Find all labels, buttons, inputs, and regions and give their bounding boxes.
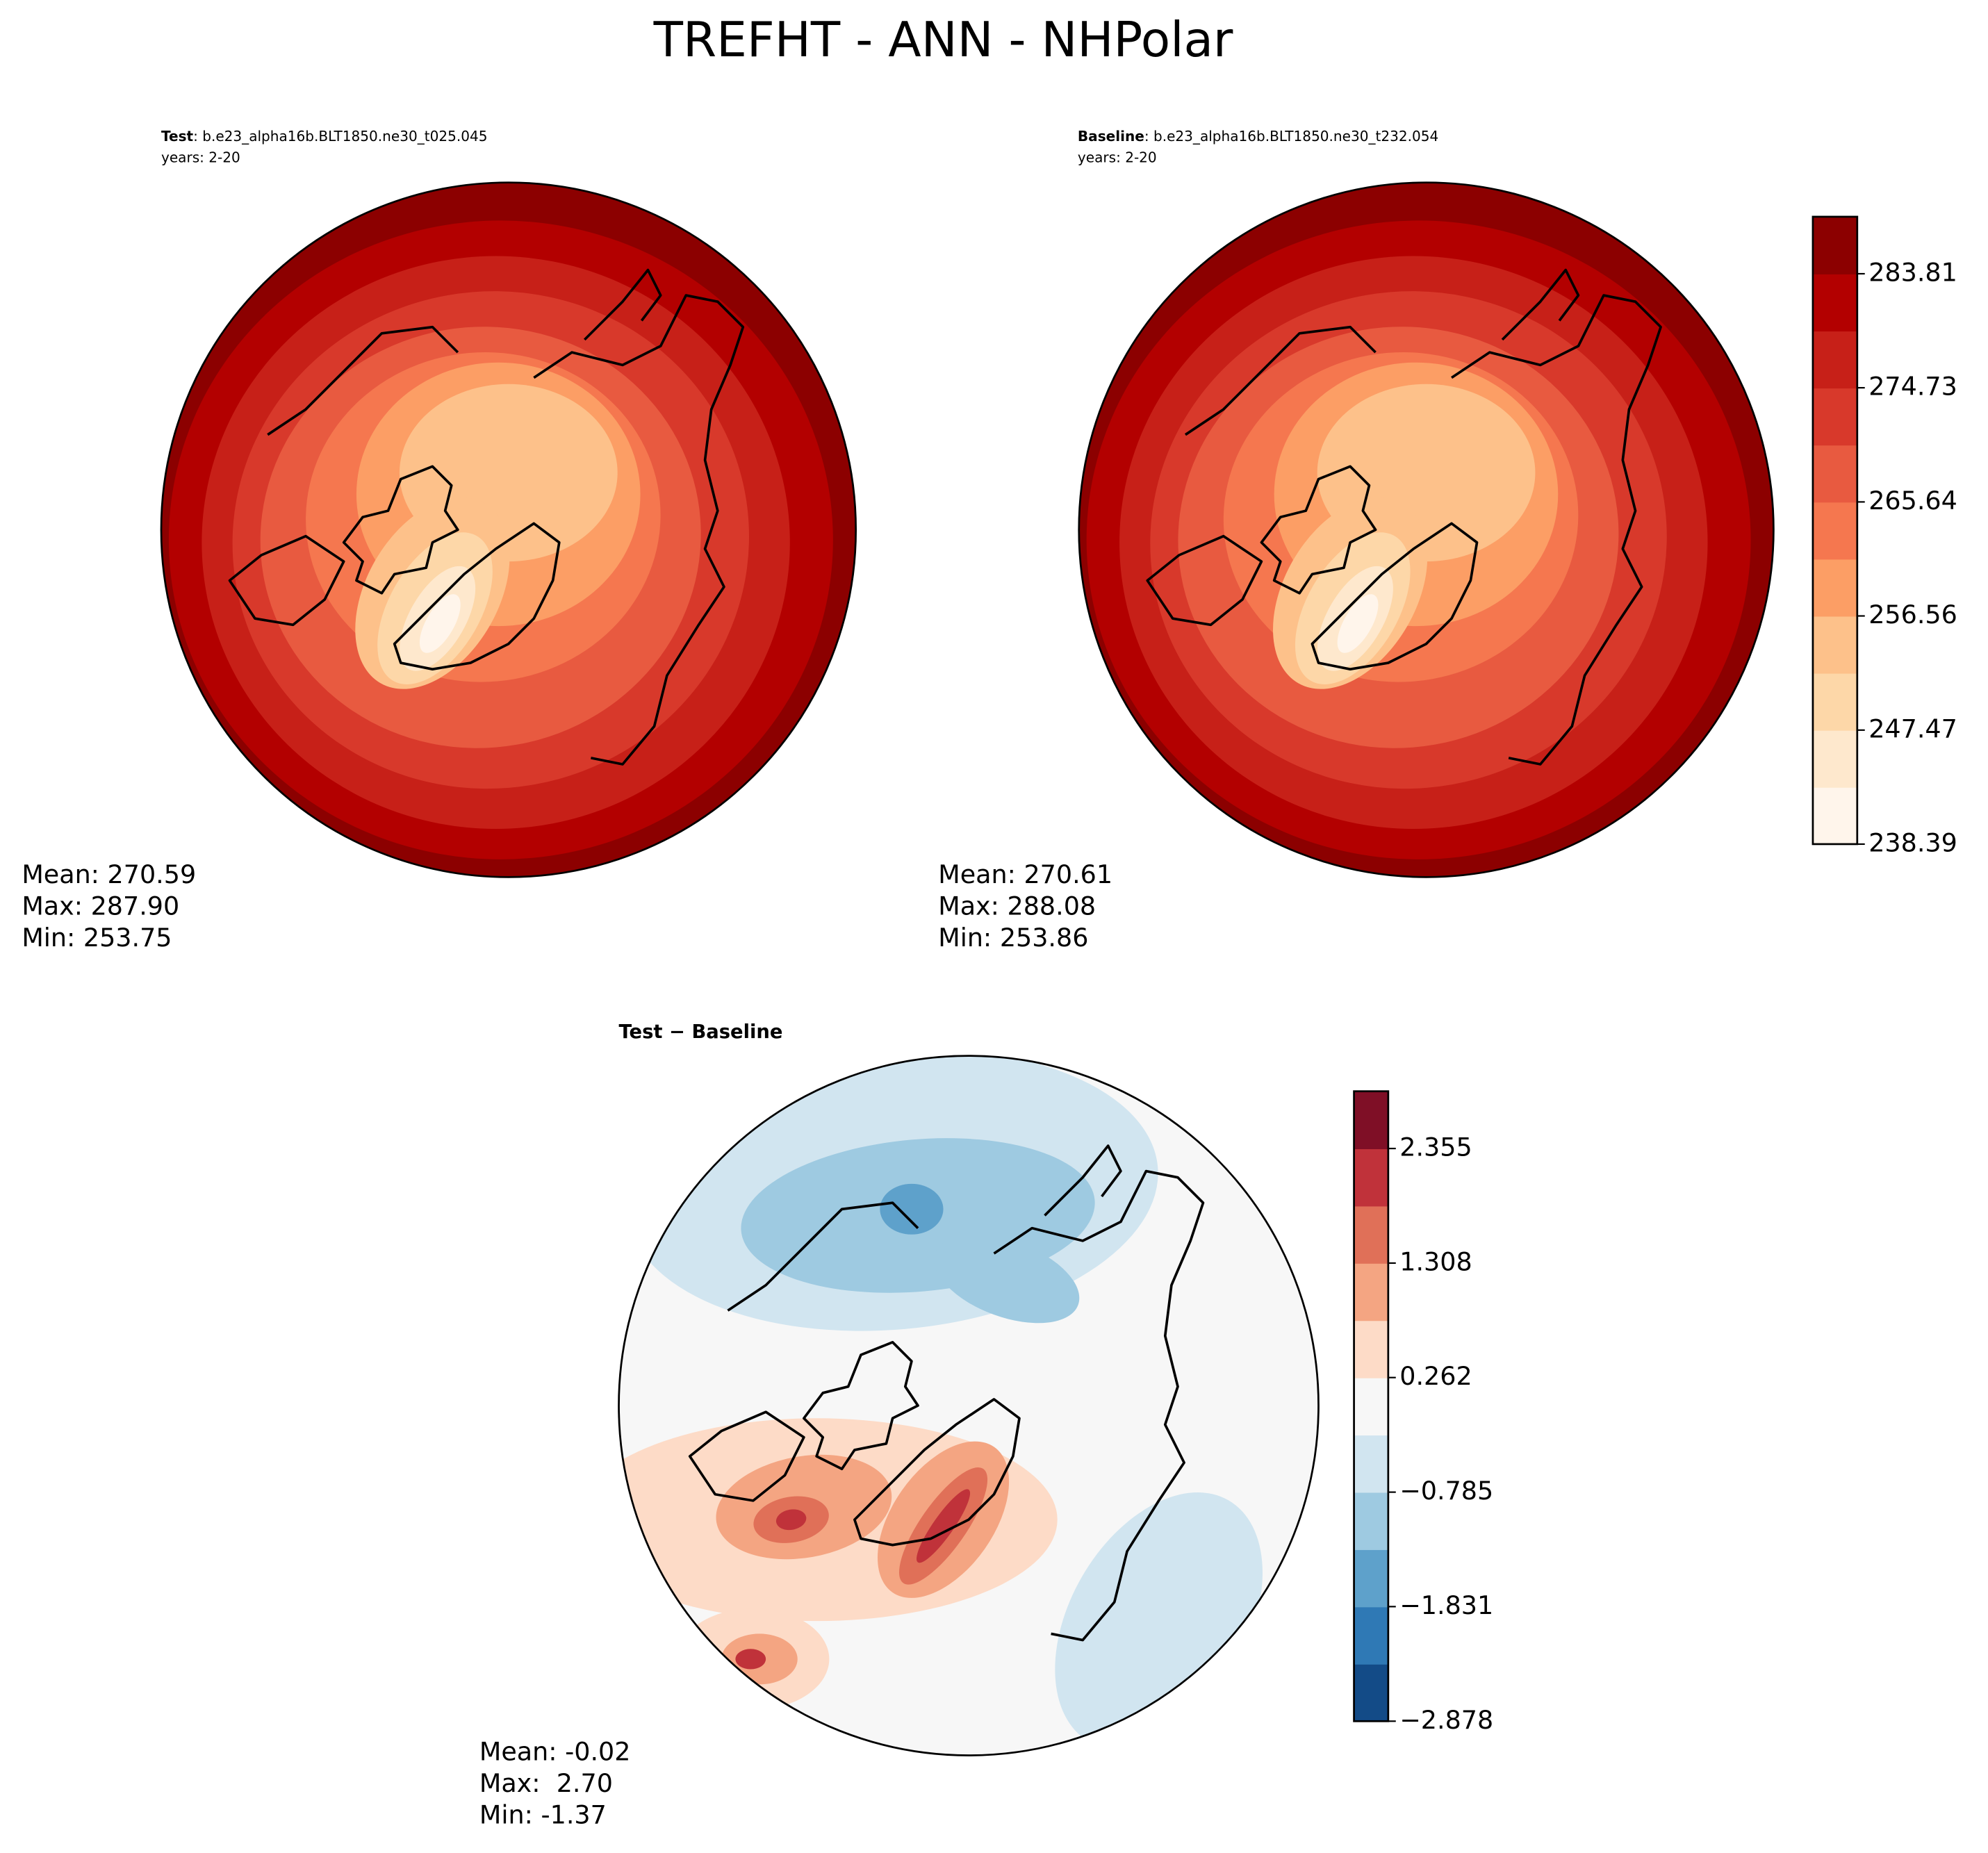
panel-stat: Mean: 270.59 [22, 859, 196, 889]
figure-title: TREFHT - ANN - NHPolar [653, 13, 1233, 68]
colorbar-band [1354, 1205, 1388, 1264]
colorbar-tick-label: 256.56 [1868, 600, 1957, 629]
colorbar-tick-label: 247.47 [1868, 714, 1957, 743]
colorbar-band [1812, 274, 1857, 332]
panel-header: Baseline: b.e23_alpha16b.BLT1850.ne30_t2… [1078, 128, 1438, 145]
contour-fill [934, 1235, 1080, 1324]
colorbar-band [1354, 1091, 1388, 1149]
coastline [1311, 522, 1479, 671]
panel-stat: Mean: -0.02 [479, 1736, 631, 1766]
colorbar-band [1354, 1549, 1388, 1608]
panel-years: years: 2-20 [1078, 149, 1157, 166]
map [161, 182, 856, 878]
coastline [1184, 325, 1377, 436]
colorbar-band [1354, 1320, 1388, 1378]
coastline [393, 522, 561, 671]
coastline [228, 534, 345, 627]
contour-fill [735, 1649, 766, 1670]
colorbar-tick-label: −0.785 [1399, 1476, 1493, 1506]
coastline [853, 1398, 1021, 1547]
map-border [618, 1055, 1320, 1756]
panel-stat: Max: 288.08 [938, 891, 1096, 921]
colorbar-band [1812, 616, 1857, 674]
panel-stat: Min: 253.86 [938, 923, 1088, 953]
coastline [1260, 465, 1377, 595]
map [1078, 182, 1774, 878]
colorbar-tick-label: 1.308 [1399, 1246, 1472, 1276]
coastline [583, 268, 662, 341]
panel-label: Test [161, 128, 194, 145]
panel-stat: Max: 2.70 [479, 1768, 613, 1798]
coastline [688, 1410, 805, 1502]
colorbar-band [1354, 1435, 1388, 1493]
panel-stat: Min: 253.75 [22, 923, 172, 953]
coastline [993, 1169, 1205, 1642]
map [618, 1055, 1319, 1756]
panel-stat: Min: -1.37 [479, 1800, 607, 1830]
coastline [533, 294, 745, 766]
coastline [727, 1201, 919, 1312]
colorbar-frame [1353, 1090, 1390, 1722]
colorbar-tick-label: −1.831 [1399, 1590, 1493, 1620]
map-border [160, 181, 857, 878]
colorbar-band [1354, 1663, 1388, 1722]
panel-case: : b.e23_alpha16b.BLT1850.ne30_t232.054 [1144, 128, 1438, 145]
coastline [1146, 534, 1263, 627]
map-border [1078, 181, 1775, 878]
coastline [1451, 294, 1662, 766]
colorbar-tick-label: 0.262 [1399, 1361, 1472, 1391]
colorbar-band [1812, 502, 1857, 560]
contour-fill [917, 1489, 971, 1563]
colorbar-band [1354, 1377, 1388, 1436]
coastline [803, 1341, 919, 1471]
colorbar-tick-label: 265.64 [1868, 486, 1957, 516]
contour-fill [880, 1183, 944, 1235]
colorbar-band [1812, 673, 1857, 731]
coastline [1044, 1144, 1122, 1217]
contour-fill [419, 594, 461, 653]
colorbar-band [1812, 787, 1857, 845]
colorbar-band [1354, 1148, 1388, 1207]
panel-years: years: 2-20 [161, 149, 240, 166]
colorbar-tick-label: 283.81 [1868, 257, 1957, 287]
colorbar-tick-label: 274.73 [1868, 372, 1957, 402]
colorbar-band [1812, 331, 1857, 389]
panel-header: Test: b.e23_alpha16b.BLT1850.ne30_t025.0… [161, 128, 488, 145]
contour-fill [1337, 594, 1379, 653]
colorbar-tick-label: 238.39 [1868, 827, 1957, 857]
coastline [267, 325, 459, 436]
panel-stat: Max: 287.90 [22, 891, 179, 921]
colorbar-tick-label: −2.878 [1399, 1705, 1493, 1735]
colorbar-band [1354, 1606, 1388, 1665]
colorbar-band [1812, 445, 1857, 503]
colorbar-band [1812, 388, 1857, 446]
colorbar-band [1812, 216, 1857, 274]
colorbar-tick-label: 2.355 [1399, 1133, 1472, 1162]
colorbar-band [1354, 1492, 1388, 1550]
coastline [342, 465, 459, 595]
contour-fill [775, 1509, 807, 1531]
panel-header: Test − Baseline [619, 1021, 783, 1043]
coastline [1501, 268, 1580, 341]
panel-case: : b.e23_alpha16b.BLT1850.ne30_t025.045 [193, 128, 487, 145]
colorbar-frame [1812, 215, 1859, 846]
panel-stat: Mean: 270.61 [938, 859, 1112, 889]
panel-label: Baseline [1078, 128, 1144, 145]
colorbar-band [1354, 1262, 1388, 1321]
colorbar-band [1812, 559, 1857, 617]
colorbar-band [1812, 730, 1857, 788]
